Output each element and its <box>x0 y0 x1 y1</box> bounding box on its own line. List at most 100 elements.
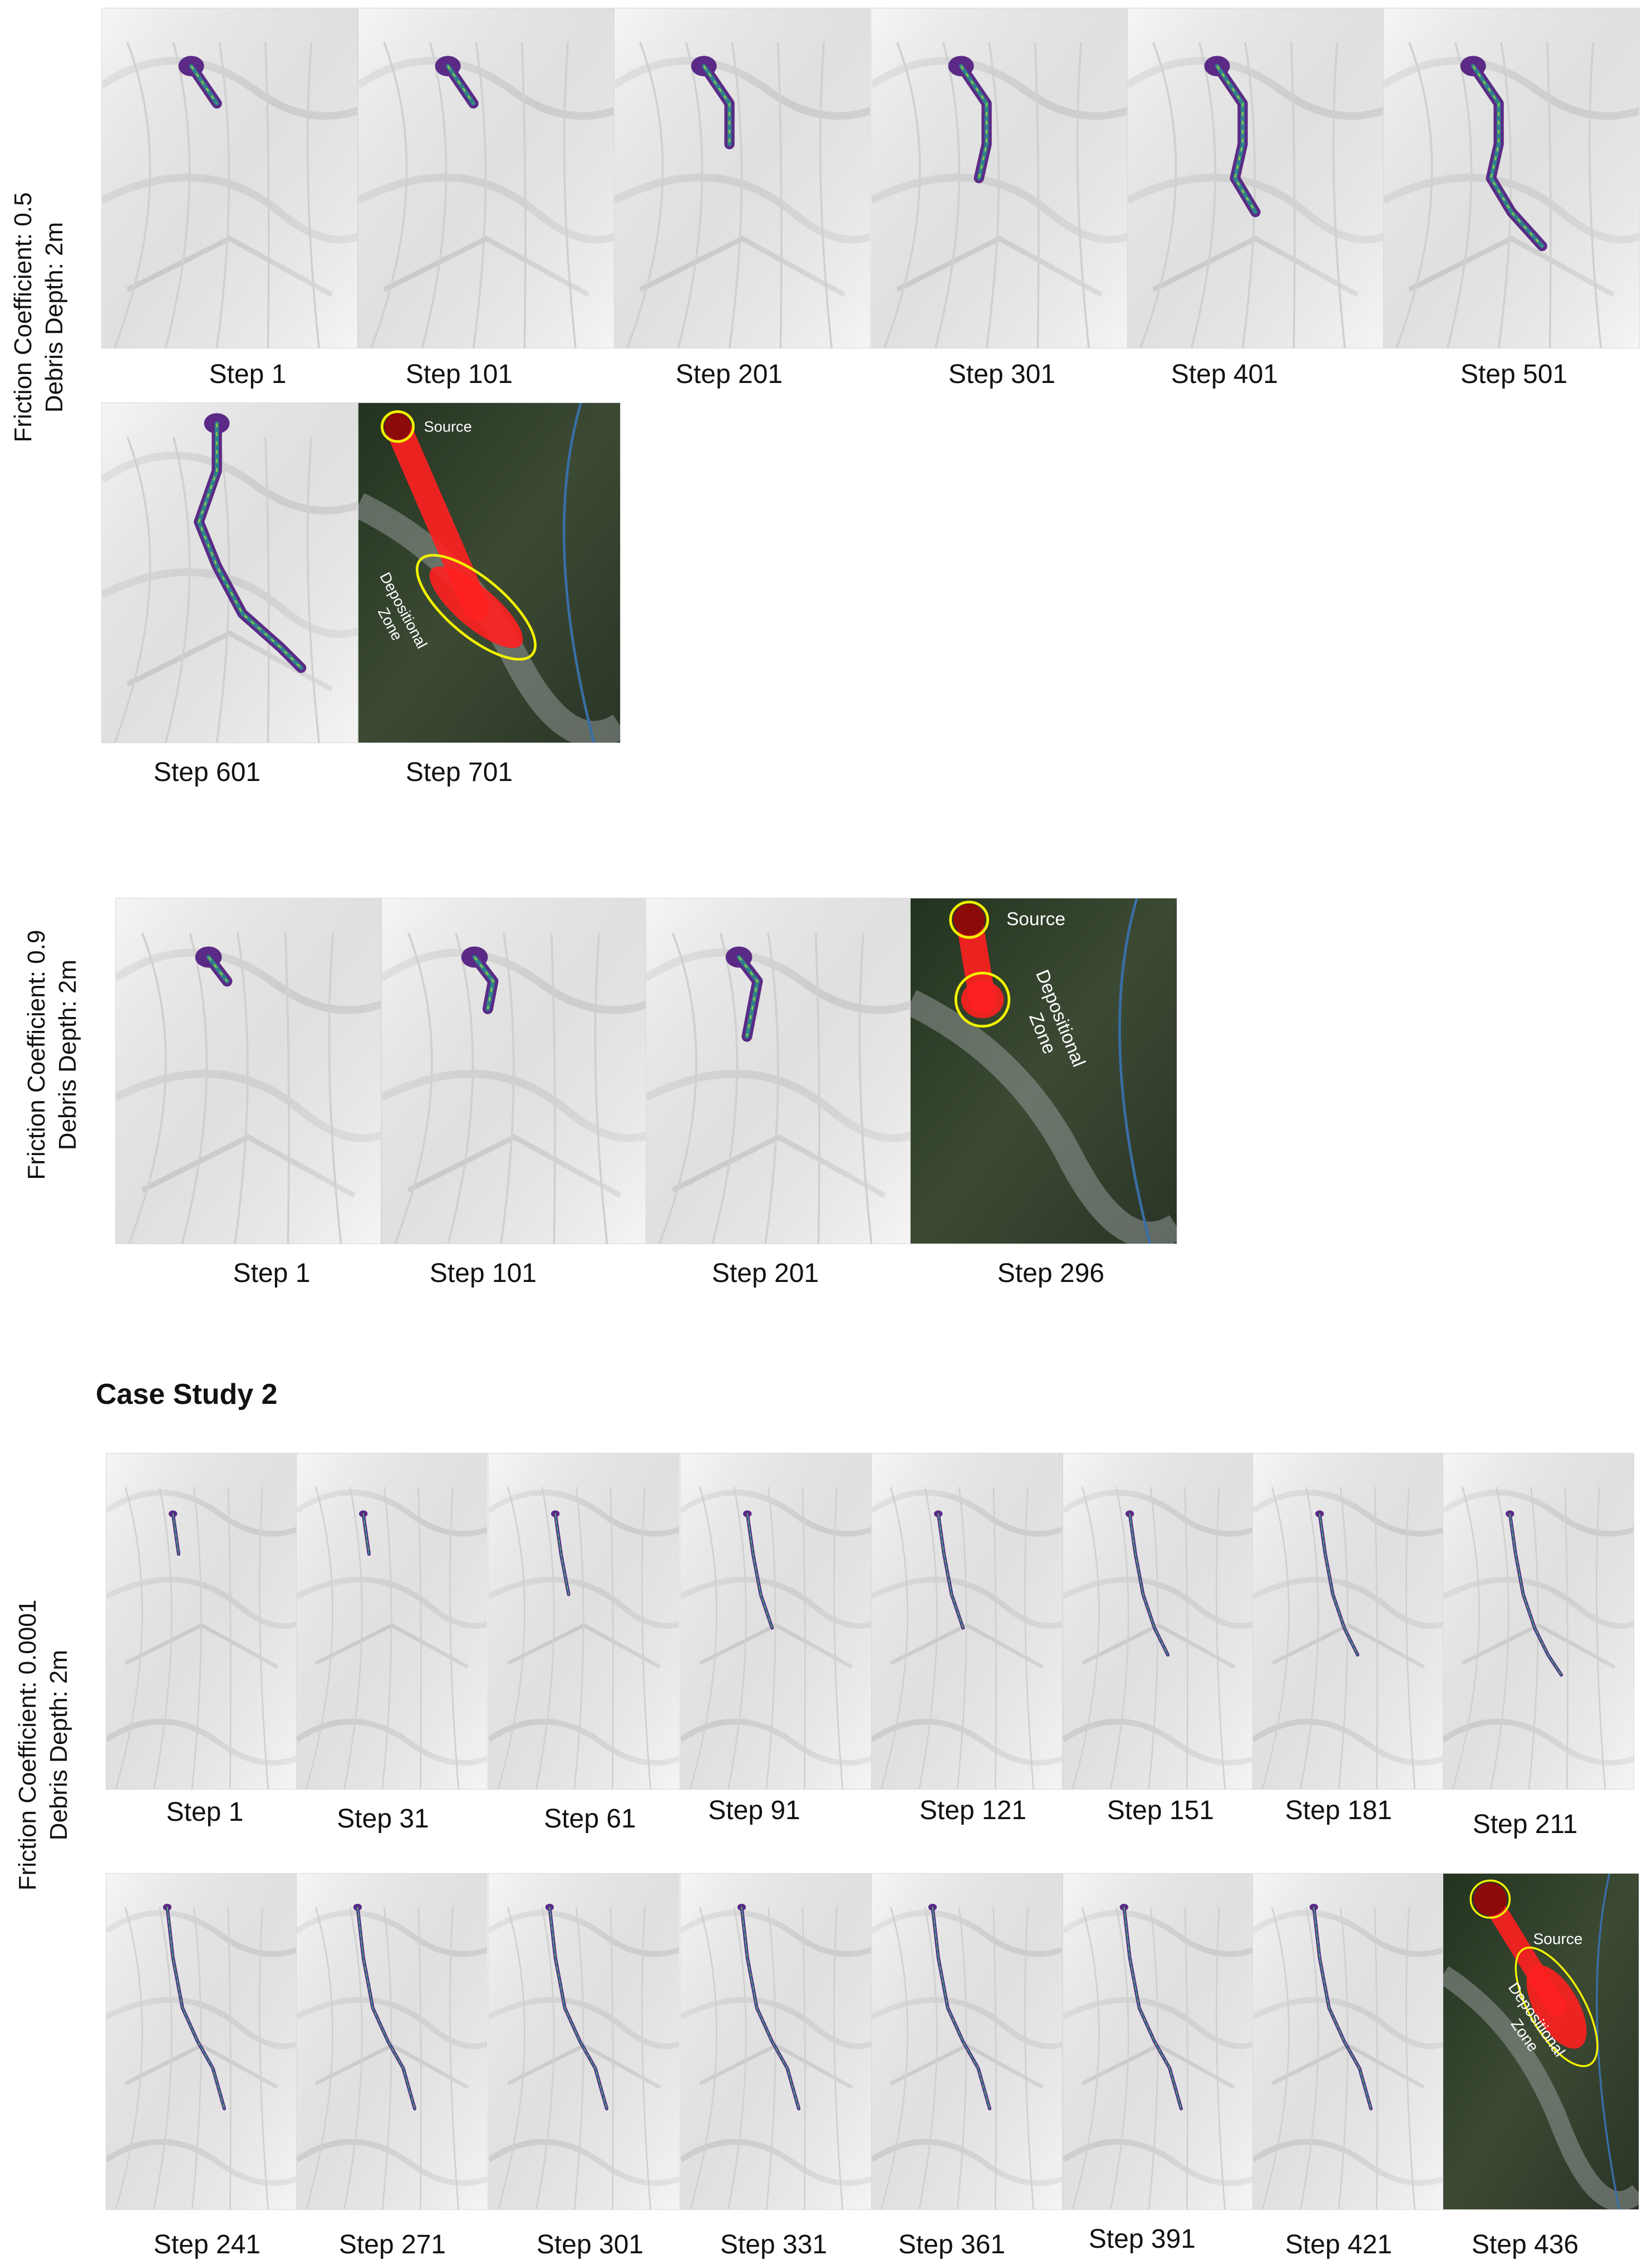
terrain-ridge <box>520 42 527 348</box>
step-caption: Step 601 <box>153 758 261 787</box>
simulation-frame <box>106 1453 297 1790</box>
river <box>1118 898 1152 1244</box>
terrain-ridge <box>328 932 342 1244</box>
debris-flow-velocity <box>1472 65 1543 247</box>
terrain-ridge <box>164 42 191 348</box>
debris-flow-velocity <box>960 65 987 179</box>
terrain-ridge <box>449 1487 460 1789</box>
step-caption: Step 91 <box>708 1796 800 1825</box>
source-ellipse <box>1469 1879 1511 1919</box>
terrain-ridge <box>1261 1907 1290 2209</box>
terrain-ridge <box>728 42 743 348</box>
terrain-ridge <box>1190 42 1217 348</box>
terrain-ridge <box>447 932 474 1244</box>
terrain-ridge <box>1546 42 1552 348</box>
terrain-ridge <box>1497 42 1512 348</box>
terrain-ridge <box>264 42 270 348</box>
debris-flow-velocity <box>555 1514 569 1595</box>
terrain-ridge <box>215 42 230 348</box>
terrain-ridge <box>1110 1487 1129 1789</box>
terrain-ridge <box>880 1486 908 1789</box>
side-label-line-2: Debris Depth: 2m <box>45 1649 72 1841</box>
debris-flow-velocity <box>932 1907 990 2109</box>
deposit-area <box>1526 1965 1587 2049</box>
terrain-ridge <box>1452 1486 1480 1789</box>
step-caption: Step 201 <box>675 360 783 389</box>
debris-flow-velocity <box>1129 1514 1168 1655</box>
terrain-ridge <box>259 1907 269 2209</box>
simulation-frame <box>680 1453 872 1790</box>
source-ellipse <box>380 410 415 443</box>
terrain-ridge <box>181 932 208 1244</box>
debris-flow-velocity <box>1216 65 1256 213</box>
terrain-ridge <box>1034 42 1040 348</box>
simulation-frame <box>614 8 871 348</box>
terrain-ridge <box>1139 42 1177 348</box>
satellite-image <box>911 898 1177 1244</box>
valley-terrace <box>911 990 1177 1244</box>
terrain-ridge <box>153 1907 173 2209</box>
terrain-ridge <box>284 932 290 1244</box>
terrain-ridge <box>1596 1487 1606 1789</box>
step-caption: Step 101 <box>405 360 513 389</box>
step-caption: Step 31 <box>337 1804 429 1834</box>
terrain-ridge <box>1490 1487 1510 1789</box>
terrain-ridge <box>1261 1486 1290 1789</box>
terrain-ridge <box>1290 42 1296 348</box>
simulation-frame <box>115 898 381 1244</box>
terrain-ridge <box>1395 42 1433 348</box>
debris-flow-velocity <box>1123 1907 1182 2109</box>
terrain-ridge <box>305 1486 333 1789</box>
debris-flow-velocity <box>190 65 218 104</box>
satellite-image <box>1443 1874 1639 2209</box>
terrain-ridge <box>1024 1487 1035 1789</box>
terrain-ridge <box>1071 1486 1100 1789</box>
terrain-ridge <box>535 1487 555 1789</box>
terrain-ridge <box>114 42 151 348</box>
terrain-ridge <box>306 436 320 743</box>
valley-terrace <box>358 493 620 743</box>
debris-flow-velocity <box>447 65 474 104</box>
terrain-ridge <box>264 436 270 743</box>
terrain-ridge <box>227 1907 232 2209</box>
terrain-ridge <box>1216 1487 1226 1789</box>
side-label-line-2: Debris Depth: 2m <box>41 222 68 413</box>
terrain-ridge <box>677 42 704 348</box>
terrain-ridge <box>1184 1487 1188 1789</box>
simulation-frame <box>488 1453 680 1790</box>
side-label-group-1: Friction Coefficient: 0.5 Debris Depth: … <box>8 100 70 534</box>
terrain-ridge <box>658 932 697 1244</box>
simulation-frame <box>1252 1873 1444 2210</box>
step-caption: Step 1 <box>166 1797 244 1827</box>
terrain-ridge <box>472 42 487 348</box>
terrain-ridge <box>535 1907 555 2209</box>
terrain-ridge <box>992 1487 997 1789</box>
simulation-frame <box>296 1453 488 1790</box>
source-label: Source <box>1533 1930 1582 1948</box>
terrain-ridge <box>992 1907 997 2209</box>
terrain-ridge <box>1148 1487 1159 1789</box>
terrain-ridge <box>918 1487 938 1789</box>
step-caption: Step 331 <box>720 2230 828 2259</box>
terrain-ridge <box>563 42 577 348</box>
terrain-ridge <box>1338 1487 1349 1789</box>
terrain-ridge <box>1076 42 1090 348</box>
side-label-line-1: Friction Coefficient: 0.9 <box>23 930 50 1180</box>
terrain-ridge <box>115 1486 143 1789</box>
terrain-ridge <box>394 932 433 1244</box>
debris-flow-velocity <box>198 423 302 669</box>
terrain-ridge <box>833 1487 844 1789</box>
terrain-ridge <box>594 932 608 1244</box>
terrain-ridge <box>421 42 448 348</box>
terrain-ridge <box>1071 1907 1100 2209</box>
terrain-ridge <box>1588 42 1602 348</box>
step-caption: Step 151 <box>1107 1796 1215 1825</box>
simulation-frame <box>871 1873 1063 2210</box>
debris-flow-velocity <box>1319 1514 1358 1655</box>
step-caption: Step 421 <box>1285 2230 1393 2259</box>
satellite-result-frame: Source Depositional Zone <box>1443 1873 1639 2210</box>
terrain-ridge <box>115 1907 143 2209</box>
terrain-ridge <box>153 1487 173 1789</box>
river <box>1596 1874 1620 2209</box>
side-label-line-1: Friction Coefficient: 0.5 <box>9 192 37 443</box>
